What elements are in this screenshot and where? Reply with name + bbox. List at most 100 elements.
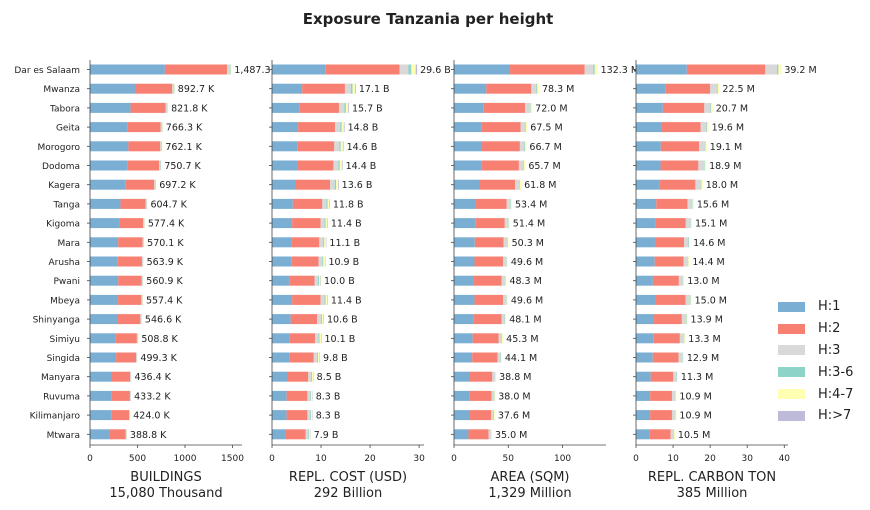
bar-segment: [130, 102, 166, 113]
bar-segment: [650, 371, 674, 382]
bar-segment: [345, 102, 349, 113]
category-label: Mbeya: [50, 296, 80, 306]
bar-segment: [322, 198, 327, 209]
bar-value-label: 13.6 B: [342, 180, 373, 191]
bar-segment: [272, 122, 299, 133]
bar-segment: [469, 410, 492, 421]
bar-segment: [678, 352, 683, 363]
legend-item-h3: H:3: [778, 340, 853, 362]
bar-segment: [653, 333, 680, 344]
category-label: Simiyu: [49, 335, 80, 345]
panel-3: 132.3 M 78.3 M 72.0 M 67.5 M 66.7 M 65.7 M 61.…: [451, 60, 639, 501]
bar-value-label: 436.4 K: [134, 372, 171, 383]
bar-segment: [154, 179, 156, 190]
bar-value-label: 13.0 M: [687, 276, 719, 287]
bar-value-label: 8.3 B: [316, 391, 341, 402]
legend-label-h-gt7: H:>7: [818, 408, 852, 424]
category-label: Dodoma: [42, 162, 80, 172]
bar-segment: [523, 160, 524, 171]
bar-value-label: 10.9 B: [328, 257, 359, 268]
bar-segment: [659, 179, 696, 190]
bar-segment: [682, 352, 684, 363]
bar-segment: [297, 160, 334, 171]
bar-segment: [129, 390, 131, 401]
bar-segment: [661, 122, 701, 133]
bar-segment: [683, 256, 688, 267]
bar-segment: [687, 198, 693, 209]
bar-segment: [519, 179, 522, 190]
bar-segment: [684, 333, 686, 344]
bar-segment: [508, 218, 510, 229]
bar-segment: [339, 141, 341, 152]
bar-segment: [117, 314, 141, 325]
bar-segment: [689, 237, 691, 248]
bar-segment: [454, 371, 471, 382]
bar-segment: [272, 314, 291, 325]
bar-segment: [454, 390, 470, 401]
bar-segment: [140, 314, 142, 325]
bar-segment: [704, 141, 706, 152]
bar-value-label: 7.9 B: [314, 430, 339, 441]
bar-segment: [325, 218, 328, 229]
bar-segment: [272, 371, 288, 382]
bar-segment: [327, 218, 328, 229]
bar-segment: [336, 179, 339, 190]
bar-segment: [491, 429, 492, 440]
bar-segment: [90, 102, 131, 113]
bar-segment: [90, 256, 118, 267]
bar-segment: [318, 275, 320, 286]
bar-value-label: 14.8 B: [348, 123, 379, 134]
bar-segment: [652, 275, 679, 286]
category-label: Pwani: [53, 277, 80, 287]
bar-segment: [636, 179, 660, 190]
bar-segment: [454, 333, 473, 344]
bar-segment: [134, 83, 173, 94]
bar-segment: [536, 83, 538, 94]
bar-segment: [272, 102, 300, 113]
bar-segment: [313, 352, 318, 363]
bar-segment: [593, 64, 595, 75]
bar-segment: [506, 294, 508, 305]
legend-label-h1: H:1: [818, 299, 841, 315]
bar-segment: [479, 179, 516, 190]
bar-segment: [125, 429, 127, 440]
category-label: Mwanza: [43, 85, 80, 95]
bar-segment: [125, 179, 155, 190]
bar-value-label: 762.1 K: [165, 142, 202, 153]
bar-segment: [136, 333, 138, 344]
bar-value-label: 53.4 M: [515, 199, 547, 210]
bar-segment: [129, 410, 130, 421]
bar-segment: [495, 371, 497, 382]
bar-segment: [339, 160, 342, 171]
bar-segment: [90, 179, 126, 190]
bar-segment: [315, 333, 319, 344]
bar-segment: [636, 371, 651, 382]
bar-segment: [344, 83, 351, 94]
bar-value-label: 37.6 M: [498, 411, 530, 422]
bar-segment: [454, 102, 484, 113]
bar-segment: [90, 352, 117, 363]
bar-value-label: 13.9 M: [691, 315, 723, 326]
bar-segment: [525, 122, 528, 133]
category-label: Kagera: [48, 181, 80, 191]
bar-segment: [127, 160, 160, 171]
bar-segment: [481, 160, 519, 171]
bar-segment: [524, 141, 527, 152]
bar-segment: [229, 64, 231, 75]
bar-segment: [468, 429, 489, 440]
bar-segment: [411, 64, 416, 75]
bar-segment: [686, 314, 688, 325]
bar-segment: [636, 275, 653, 286]
bar-segment: [118, 294, 142, 305]
bar-value-label: 29.6 B: [420, 65, 451, 76]
bar-segment: [501, 275, 505, 286]
bar-segment: [706, 122, 708, 133]
bar-segment: [272, 179, 297, 190]
bar-segment: [323, 256, 325, 267]
bar-value-label: 14.6 M: [693, 238, 725, 249]
bar-segment: [309, 429, 311, 440]
bar-segment: [494, 410, 495, 421]
bar-segment: [128, 141, 161, 152]
legend-swatch-h1: [778, 301, 805, 312]
bar-segment: [636, 314, 655, 325]
